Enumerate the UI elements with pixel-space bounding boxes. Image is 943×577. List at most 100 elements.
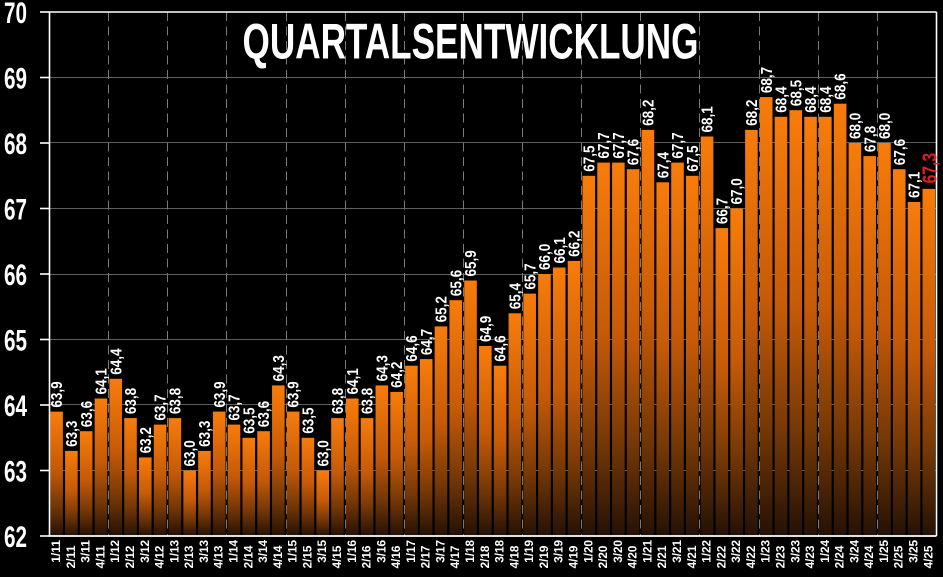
svg-text:1/15: 1/15 — [286, 540, 300, 563]
svg-text:1/22: 1/22 — [700, 540, 714, 563]
svg-text:1/20: 1/20 — [581, 540, 595, 563]
svg-text:3/21: 3/21 — [670, 540, 684, 563]
svg-text:3/15: 3/15 — [315, 540, 329, 563]
svg-text:62: 62 — [4, 521, 27, 554]
svg-text:2/25: 2/25 — [892, 545, 906, 568]
svg-text:67,8: 67,8 — [862, 125, 879, 152]
svg-text:3/13: 3/13 — [197, 540, 211, 563]
svg-text:63,3: 63,3 — [197, 420, 214, 447]
svg-text:1/18: 1/18 — [463, 540, 477, 563]
svg-text:3/17: 3/17 — [433, 540, 447, 563]
svg-text:67: 67 — [4, 194, 27, 227]
svg-text:2/19: 2/19 — [537, 545, 551, 568]
svg-text:2/20: 2/20 — [596, 545, 610, 568]
svg-text:68,0: 68,0 — [847, 113, 864, 139]
svg-text:3/23: 3/23 — [788, 540, 802, 563]
svg-text:67,5: 67,5 — [581, 145, 598, 172]
svg-text:65,4: 65,4 — [507, 283, 524, 310]
svg-text:4/13: 4/13 — [212, 545, 226, 568]
svg-text:63,6: 63,6 — [256, 401, 273, 428]
svg-text:2/14: 2/14 — [241, 545, 255, 568]
svg-text:63,5: 63,5 — [241, 407, 258, 434]
svg-text:68,5: 68,5 — [788, 80, 805, 107]
svg-text:63,8: 63,8 — [360, 387, 377, 414]
svg-text:2/11: 2/11 — [64, 545, 78, 568]
svg-text:1/14: 1/14 — [226, 540, 240, 563]
svg-text:66,1: 66,1 — [552, 237, 569, 264]
svg-text:63,6: 63,6 — [79, 401, 96, 428]
svg-text:64,7: 64,7 — [419, 329, 436, 355]
svg-text:3/24: 3/24 — [847, 540, 861, 563]
svg-text:67,6: 67,6 — [892, 139, 909, 166]
svg-text:63,8: 63,8 — [330, 387, 347, 414]
svg-text:65,6: 65,6 — [448, 270, 465, 297]
svg-text:4/24: 4/24 — [862, 545, 876, 568]
svg-text:64,4: 64,4 — [108, 348, 125, 375]
svg-text:4/21: 4/21 — [685, 545, 699, 568]
svg-text:4/20: 4/20 — [626, 545, 640, 568]
svg-text:3/20: 3/20 — [611, 540, 625, 563]
svg-text:65,7: 65,7 — [522, 263, 539, 289]
svg-text:63,7: 63,7 — [227, 394, 244, 420]
svg-text:3/18: 3/18 — [493, 540, 507, 563]
svg-text:67,7: 67,7 — [611, 132, 628, 158]
svg-text:66: 66 — [4, 259, 27, 292]
svg-text:1/21: 1/21 — [640, 540, 654, 563]
svg-text:67,0: 67,0 — [729, 178, 746, 204]
svg-text:63,0: 63,0 — [315, 440, 332, 466]
svg-text:4/25: 4/25 — [921, 545, 935, 568]
svg-text:63: 63 — [4, 456, 27, 489]
svg-text:63,5: 63,5 — [301, 407, 318, 434]
svg-text:68,4: 68,4 — [818, 86, 835, 113]
svg-text:3/25: 3/25 — [907, 540, 921, 563]
svg-text:2/12: 2/12 — [123, 545, 137, 568]
svg-text:2/18: 2/18 — [478, 545, 492, 568]
svg-text:67,1: 67,1 — [907, 171, 924, 198]
svg-text:1/17: 1/17 — [404, 540, 418, 563]
svg-text:63,0: 63,0 — [182, 440, 199, 466]
svg-text:64,3: 64,3 — [374, 355, 391, 382]
svg-text:4/14: 4/14 — [271, 545, 285, 568]
svg-text:1/23: 1/23 — [759, 540, 773, 563]
svg-text:63,9: 63,9 — [212, 381, 229, 408]
svg-text:67,7: 67,7 — [596, 132, 613, 158]
svg-text:1/16: 1/16 — [345, 540, 359, 563]
svg-text:68,6: 68,6 — [833, 73, 850, 100]
svg-text:64,1: 64,1 — [345, 368, 362, 395]
svg-text:70: 70 — [4, 0, 27, 30]
svg-text:1/19: 1/19 — [522, 540, 536, 563]
svg-text:64,3: 64,3 — [271, 355, 288, 382]
svg-text:1/25: 1/25 — [877, 540, 891, 563]
svg-text:66,2: 66,2 — [567, 231, 584, 257]
svg-text:63,9: 63,9 — [286, 381, 303, 408]
svg-text:4/11: 4/11 — [93, 545, 107, 568]
svg-text:63,2: 63,2 — [138, 427, 155, 453]
svg-text:4/16: 4/16 — [389, 545, 403, 568]
svg-text:68,2: 68,2 — [641, 100, 658, 126]
svg-text:66,0: 66,0 — [537, 244, 554, 270]
svg-text:63,9: 63,9 — [49, 381, 66, 408]
svg-text:2/17: 2/17 — [419, 545, 433, 568]
svg-text:1/13: 1/13 — [167, 540, 181, 563]
svg-text:4/12: 4/12 — [153, 545, 167, 568]
svg-text:QUARTALSENTWICKLUNG: QUARTALSENTWICKLUNG — [243, 14, 699, 70]
svg-text:3/22: 3/22 — [729, 540, 743, 563]
svg-text:63,8: 63,8 — [123, 387, 140, 414]
svg-text:68,4: 68,4 — [774, 86, 791, 113]
svg-text:64,6: 64,6 — [404, 335, 421, 362]
svg-text:3/12: 3/12 — [138, 540, 152, 563]
svg-text:2/13: 2/13 — [182, 545, 196, 568]
svg-text:67,3: 67,3 — [919, 153, 941, 184]
svg-text:1/24: 1/24 — [818, 540, 832, 563]
svg-text:4/18: 4/18 — [507, 545, 521, 568]
svg-text:67,7: 67,7 — [670, 132, 687, 158]
svg-text:2/16: 2/16 — [360, 545, 374, 568]
svg-text:3/16: 3/16 — [374, 540, 388, 563]
svg-text:2/15: 2/15 — [300, 545, 314, 568]
svg-text:3/19: 3/19 — [552, 540, 566, 563]
svg-text:63,8: 63,8 — [167, 387, 184, 414]
svg-text:64,6: 64,6 — [493, 335, 510, 362]
svg-text:69: 69 — [4, 63, 27, 96]
svg-text:68,4: 68,4 — [803, 86, 820, 113]
svg-text:2/24: 2/24 — [833, 545, 847, 568]
